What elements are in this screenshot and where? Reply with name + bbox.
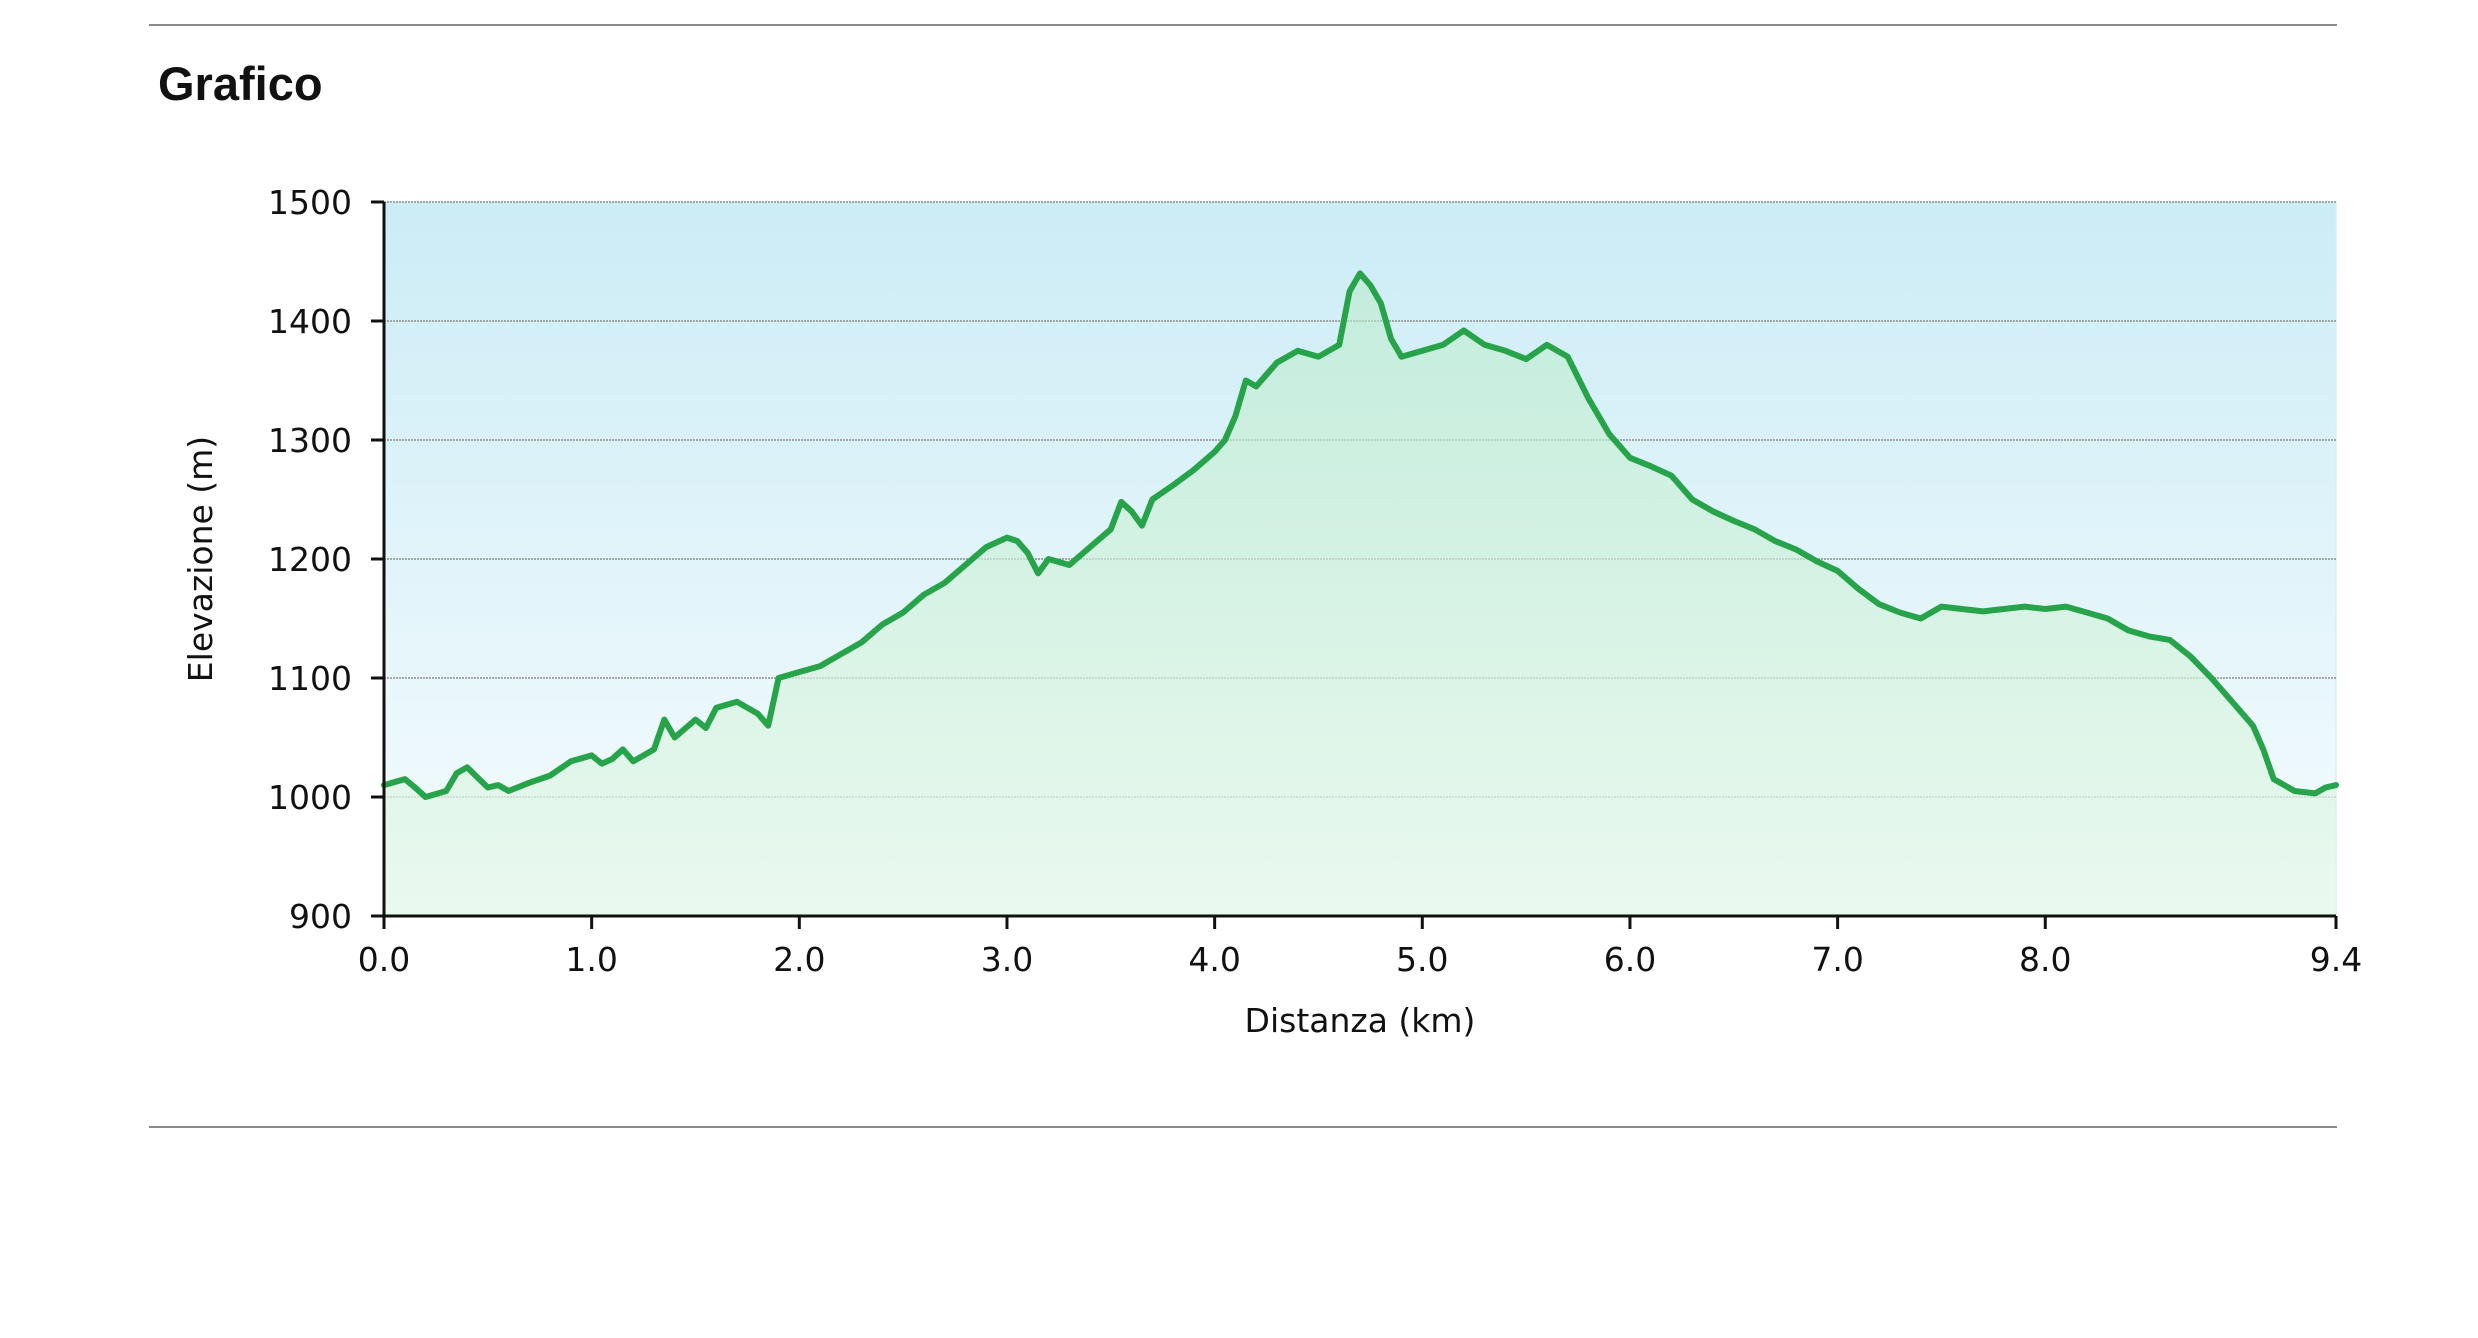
bottom-divider <box>149 1126 2337 1128</box>
axes <box>371 200 2338 929</box>
y-tick-label-1000: 1000 <box>268 778 352 817</box>
y-axis-title: Elevazione (m) <box>181 436 220 682</box>
x-tick-label-3.0: 3.0 <box>981 940 1033 979</box>
y-tick-label-1200: 1200 <box>268 540 352 579</box>
x-tick-label-6.0: 6.0 <box>1604 940 1656 979</box>
elevation-area <box>384 273 2336 916</box>
x-tick-label-0.0: 0.0 <box>358 940 410 979</box>
y-tick-label-900: 900 <box>289 897 352 936</box>
x-tick-label-4.0: 4.0 <box>1188 940 1240 979</box>
x-tick-label-7.0: 7.0 <box>1811 940 1863 979</box>
top-divider <box>149 24 2337 26</box>
x-tick-label-5.0: 5.0 <box>1396 940 1448 979</box>
x-axis-title: Distanza (km) <box>1245 1001 1476 1040</box>
y-tick-label-1400: 1400 <box>268 302 352 341</box>
x-tick-label-2.0: 2.0 <box>773 940 825 979</box>
x-tick-label-1.0: 1.0 <box>565 940 617 979</box>
x-tick-label-9.4: 9.4 <box>2310 940 2362 979</box>
elevation-line <box>381 270 2339 800</box>
y-tick-label-1500: 1500 <box>268 183 352 222</box>
y-tick-label-1100: 1100 <box>268 659 352 698</box>
y-tick-label-1300: 1300 <box>268 421 352 460</box>
tick-labels: 900 1000 1100 1200 1300 1400 1500 0.0 1.0 2.0 3.0 4… <box>268 183 2362 979</box>
section-title: Grafico <box>158 57 323 110</box>
x-tick-label-8.0: 8.0 <box>2019 940 2071 979</box>
